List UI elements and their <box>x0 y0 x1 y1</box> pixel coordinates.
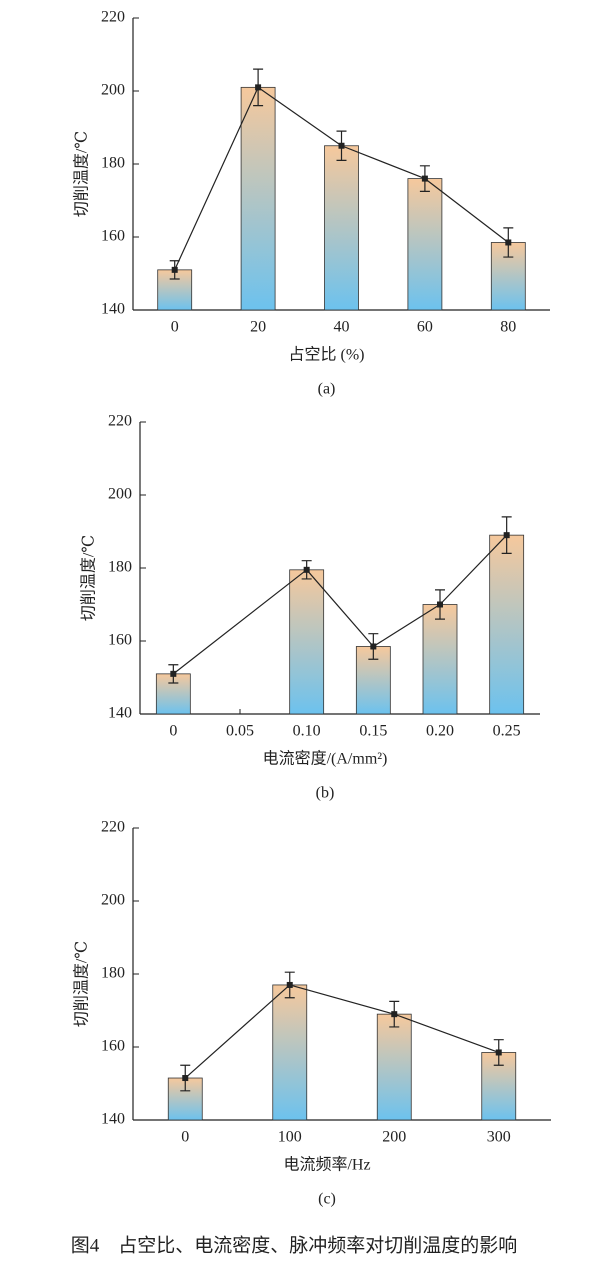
y-tick-label: 140 <box>101 1111 125 1128</box>
x-tick-label: 20 <box>250 319 266 336</box>
bar <box>489 534 525 715</box>
y-tick-label: 200 <box>108 486 132 503</box>
x-tick-label: 40 <box>334 319 350 336</box>
point-marker <box>303 566 310 573</box>
trend-line <box>394 1013 499 1054</box>
bar <box>376 1013 412 1121</box>
trend-line <box>341 145 426 180</box>
y-tick-label: 220 <box>101 819 125 836</box>
y-tick-label: 160 <box>108 632 132 649</box>
trend-line <box>289 984 395 1015</box>
figure-caption: 图4 占空比、电流密度、脉冲频率对切削温度的影响 <box>71 1234 518 1256</box>
trend-line <box>257 86 342 147</box>
x-axis-label: 电流密度/(A/mm²) <box>263 750 388 768</box>
y-tick-label: 180 <box>101 155 125 172</box>
y-tick-label: 200 <box>101 82 125 99</box>
point-marker <box>421 175 428 182</box>
y-tick-label: 160 <box>101 228 125 245</box>
y-axis-label: 切削温度/℃ <box>73 941 91 1027</box>
y-tick-label: 220 <box>108 413 132 430</box>
x-tick-label: 80 <box>500 319 516 336</box>
point-marker <box>338 142 345 149</box>
x-tick-label: 300 <box>487 1129 511 1146</box>
x-tick-label: 0 <box>169 723 177 740</box>
point-marker <box>495 1049 502 1056</box>
x-tick-label: 200 <box>382 1129 406 1146</box>
bar <box>272 984 308 1121</box>
point-marker <box>505 239 512 246</box>
x-axis-label: 占空比 (%) <box>289 346 365 364</box>
y-tick-label: 160 <box>101 1038 125 1055</box>
point-marker <box>370 643 377 650</box>
y-tick-label: 140 <box>101 301 125 318</box>
point-marker <box>286 981 293 988</box>
point-marker <box>182 1075 189 1082</box>
y-tick-label: 180 <box>101 965 125 982</box>
x-tick-label: 0.15 <box>359 723 387 740</box>
x-tick-label: 0.10 <box>293 723 321 740</box>
point-marker <box>255 84 262 91</box>
x-tick-label: 0.25 <box>493 723 521 740</box>
trend-line <box>174 87 259 271</box>
point-marker <box>437 601 443 608</box>
bar <box>407 178 443 311</box>
x-tick-label: 60 <box>417 319 433 336</box>
point-marker <box>503 532 510 539</box>
y-tick-label: 140 <box>108 705 132 722</box>
y-tick-label: 220 <box>101 9 125 26</box>
y-axis-label: 切削温度/℃ <box>73 131 91 217</box>
bar <box>324 145 359 311</box>
y-tick-label: 200 <box>101 892 125 909</box>
x-tick-label: 0.20 <box>426 723 454 740</box>
bar <box>240 86 276 311</box>
point-marker <box>391 1011 398 1018</box>
trend-line <box>184 984 291 1079</box>
x-tick-label: 0.05 <box>226 723 254 740</box>
x-tick-label: 0 <box>181 1129 189 1146</box>
bar <box>422 604 458 715</box>
x-tick-label: 0 <box>171 319 179 336</box>
subplot-label: (c) <box>318 1191 336 1208</box>
subplot-label: (b) <box>316 785 335 802</box>
x-axis-label: 电流频率/Hz <box>283 1156 370 1174</box>
subplot-label: (a) <box>318 381 336 398</box>
y-axis-label: 切削温度/℃ <box>80 535 98 621</box>
trend-line <box>306 569 374 647</box>
trend-line <box>439 534 508 605</box>
point-marker <box>171 266 178 273</box>
trend-line <box>172 569 308 675</box>
trend-line <box>424 178 509 243</box>
trend-line <box>373 603 441 647</box>
bar <box>289 569 325 715</box>
point-marker <box>170 670 177 677</box>
y-tick-label: 180 <box>108 559 132 576</box>
x-tick-label: 100 <box>278 1129 302 1146</box>
